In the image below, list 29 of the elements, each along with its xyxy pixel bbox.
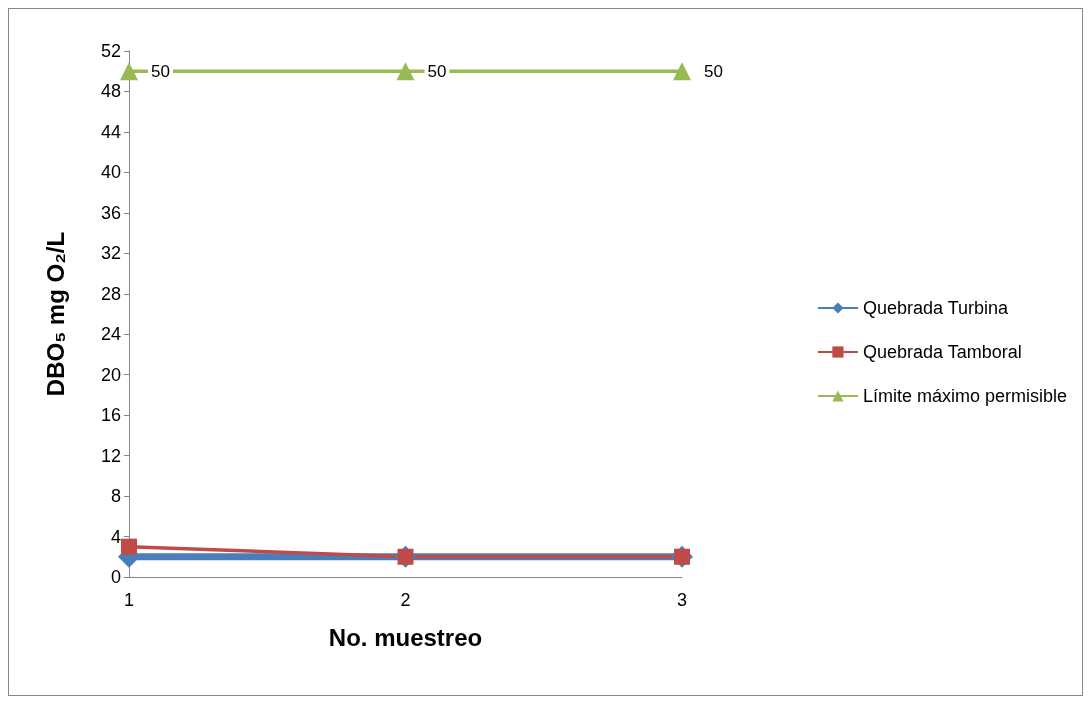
y-tick-label: 20 <box>100 364 121 385</box>
y-tick-label: 8 <box>110 486 121 507</box>
data-label: 50 <box>151 61 170 81</box>
y-tick-label: 16 <box>100 405 121 426</box>
y-tick-label: 40 <box>100 162 121 183</box>
point <box>120 62 138 81</box>
y-tick-label: 12 <box>100 445 121 466</box>
y-tick-label: 36 <box>100 202 121 223</box>
legend-label: Límite máximo permisible <box>862 386 1068 406</box>
point <box>121 538 137 555</box>
legend-label: Quebrada Turbina <box>862 298 1010 318</box>
y-tick-label: 48 <box>100 81 121 102</box>
legend-label: Quebrada Tamboral <box>862 342 1022 362</box>
y-axis-title: DBO₅ mg O₂/L <box>41 231 69 397</box>
x-tick-label: 1 <box>123 590 135 610</box>
point <box>396 62 415 81</box>
x-axis-title: No. muestreo <box>328 623 483 651</box>
y-tick-label: 44 <box>100 121 121 142</box>
data-label: 50 <box>427 61 447 81</box>
y-tick-label: 4 <box>110 526 121 547</box>
x-tick-label: 2 <box>400 590 411 610</box>
y-tick-label: 52 <box>100 41 121 61</box>
y-tick-label: 24 <box>100 324 121 345</box>
y-tick-label: 0 <box>110 567 121 587</box>
y-tick-label: 32 <box>100 243 121 264</box>
point <box>673 62 691 81</box>
y-tick-label: 28 <box>100 283 121 304</box>
data-label: 50 <box>704 61 723 81</box>
x-tick-label: 3 <box>676 590 688 610</box>
